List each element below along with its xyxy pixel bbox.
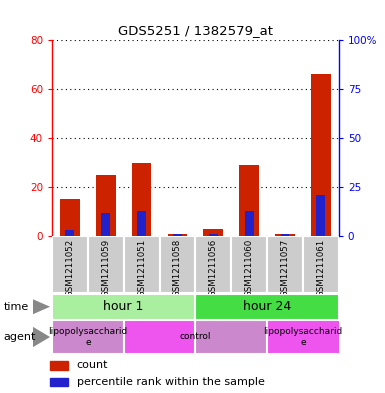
Bar: [88, 236, 124, 293]
Bar: [311, 74, 331, 236]
Polygon shape: [33, 299, 50, 314]
Bar: [316, 195, 325, 236]
Text: GSM1211061: GSM1211061: [316, 239, 325, 297]
Text: hour 1: hour 1: [104, 300, 144, 313]
Bar: [50, 378, 68, 386]
Bar: [209, 234, 218, 236]
Bar: [195, 294, 339, 320]
Bar: [52, 294, 195, 320]
Text: GSM1211060: GSM1211060: [244, 239, 254, 297]
Bar: [275, 234, 295, 236]
Bar: [245, 211, 254, 236]
Bar: [167, 234, 187, 236]
Bar: [60, 199, 80, 236]
Bar: [132, 162, 151, 236]
Bar: [195, 320, 385, 354]
Bar: [159, 236, 196, 293]
Polygon shape: [33, 327, 50, 347]
Text: control: control: [180, 332, 211, 342]
Bar: [239, 165, 259, 236]
Text: GSM1211052: GSM1211052: [65, 239, 74, 297]
Text: GSM1211051: GSM1211051: [137, 239, 146, 297]
Text: hour 24: hour 24: [243, 300, 291, 313]
Text: time: time: [4, 302, 29, 312]
Text: GSM1211056: GSM1211056: [209, 239, 218, 297]
Title: GDS5251 / 1382579_at: GDS5251 / 1382579_at: [118, 24, 273, 37]
Bar: [267, 236, 303, 293]
Bar: [101, 213, 110, 236]
Bar: [65, 230, 74, 236]
Bar: [303, 236, 339, 293]
Bar: [52, 236, 88, 293]
Text: agent: agent: [4, 332, 36, 342]
Bar: [124, 320, 267, 354]
Bar: [173, 234, 182, 236]
Text: count: count: [77, 360, 108, 370]
Text: GSM1211057: GSM1211057: [281, 239, 290, 297]
Bar: [281, 234, 290, 236]
Bar: [50, 361, 68, 370]
Bar: [203, 229, 223, 236]
Text: lipopolysaccharid
e: lipopolysaccharid e: [48, 327, 127, 347]
Bar: [96, 175, 115, 236]
Bar: [124, 236, 159, 293]
Bar: [137, 211, 146, 236]
Bar: [195, 236, 231, 293]
Text: lipopolysaccharid
e: lipopolysaccharid e: [263, 327, 343, 347]
Text: GSM1211058: GSM1211058: [173, 239, 182, 297]
Bar: [231, 236, 267, 293]
Text: percentile rank within the sample: percentile rank within the sample: [77, 377, 264, 387]
Bar: [52, 320, 124, 354]
Text: GSM1211059: GSM1211059: [101, 239, 110, 297]
